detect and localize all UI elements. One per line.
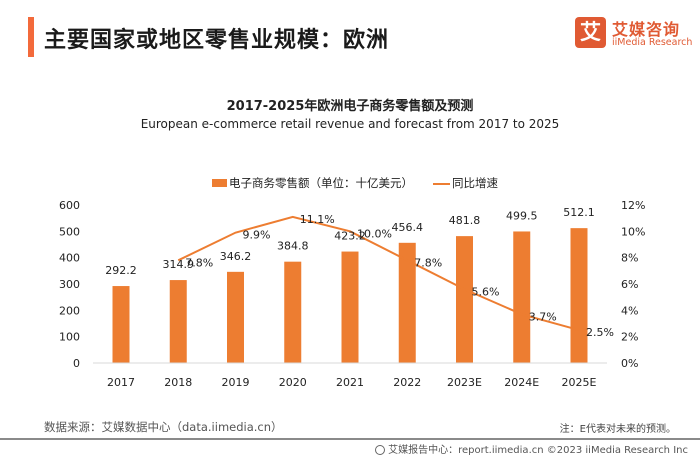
forecast-note: 注：E代表对未来的预测。 [560, 420, 676, 435]
y-left-tick-label: 400 [59, 252, 80, 265]
x-tick-label: 2018 [164, 376, 192, 389]
bar-value-label: 456.4 [392, 221, 424, 234]
y-right-tick-label: 2% [621, 331, 638, 344]
footer-copyright: 艾媒报告中心：report.iimedia.cn ©2023 iiMedia R… [375, 441, 688, 456]
y-left-tick-label: 500 [59, 225, 80, 238]
y-right-tick-label: 8% [621, 252, 638, 265]
growth-rate-label: 7.8% [414, 256, 442, 269]
y-right-tick-label: 0% [621, 357, 638, 370]
growth-rate-label: 11.1% [300, 213, 335, 226]
y-right-tick-label: 10% [621, 225, 645, 238]
x-tick-label: 2020 [279, 376, 307, 389]
bar [456, 236, 473, 363]
bar-value-label: 384.8 [277, 240, 309, 253]
x-tick-label: 2019 [222, 376, 250, 389]
bar-value-label: 512.1 [563, 206, 595, 219]
growth-rate-label: 9.9% [243, 229, 271, 242]
y-left-tick-label: 100 [59, 331, 80, 344]
y-left-tick-label: 600 [59, 199, 80, 212]
bar [513, 231, 530, 363]
bar [227, 272, 244, 363]
x-tick-label: 2025E [562, 376, 597, 389]
footer-divider [0, 438, 700, 440]
bar-value-label: 499.5 [506, 209, 538, 222]
bar [284, 262, 301, 363]
x-tick-label: 2021 [336, 376, 364, 389]
x-tick-label: 2023E [447, 376, 482, 389]
bar [113, 286, 130, 363]
footer-copyright-text: 艾媒报告中心：report.iimedia.cn ©2023 iiMedia R… [388, 445, 688, 456]
bar [170, 280, 187, 363]
bar [342, 252, 359, 363]
growth-rate-label: 2.5% [586, 326, 614, 339]
growth-rate-label: 5.6% [472, 285, 500, 298]
y-right-tick-label: 12% [621, 199, 645, 212]
bar [571, 228, 588, 363]
globe-icon [375, 445, 385, 455]
bar-value-label: 292.2 [105, 264, 137, 277]
growth-rate-label: 7.8% [185, 256, 213, 269]
growth-rate-label: 10.0% [357, 227, 392, 240]
y-left-tick-label: 200 [59, 304, 80, 317]
x-tick-label: 2024E [504, 376, 539, 389]
y-right-tick-label: 6% [621, 278, 638, 291]
data-source: 数据来源：艾媒数据中心（data.iimedia.cn） [44, 419, 283, 435]
bar-value-label: 346.2 [220, 250, 252, 263]
x-tick-label: 2022 [393, 376, 421, 389]
y-left-tick-label: 0 [73, 357, 80, 370]
x-tick-label: 2017 [107, 376, 135, 389]
y-left-tick-label: 300 [59, 278, 80, 291]
bar-value-label: 481.8 [449, 214, 481, 227]
growth-rate-label: 3.7% [529, 310, 557, 323]
y-right-tick-label: 4% [621, 304, 638, 317]
